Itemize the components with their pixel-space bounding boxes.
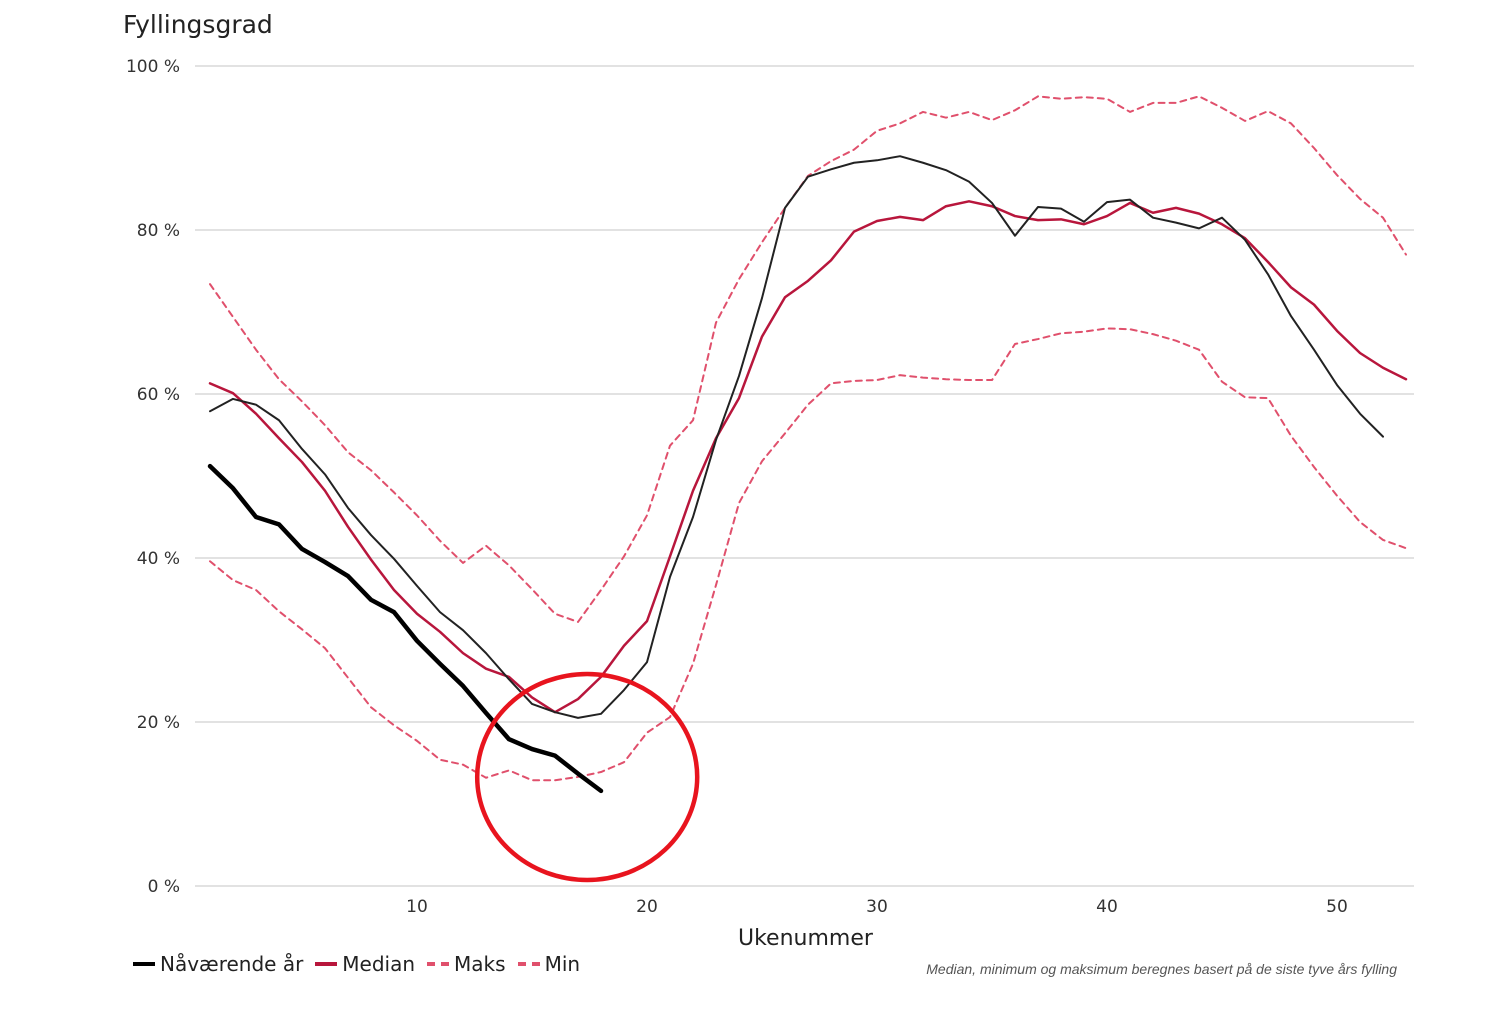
series-previous-line [209,155,1384,719]
legend-label: Maks [454,952,506,976]
y-tick-label: 80 % [137,221,180,241]
legend-swatch [427,962,450,966]
x-tick-label: 10 [406,897,428,917]
x-tick-label: 40 [1096,897,1118,917]
series-current-line [207,463,604,794]
legend-label: Min [544,952,581,976]
x-tick-label: 50 [1326,897,1348,917]
legend-swatch [315,962,338,966]
footnote: Median, minimum og maksimum beregnes bas… [926,961,1397,977]
legend-label: Nåværende år [160,952,304,976]
x-tick-label: 30 [866,897,888,917]
annotation-circle [474,671,700,883]
series-min-line [209,327,1407,782]
legend-item-current[interactable]: Nåværende år [133,952,303,976]
legend-label: Median [342,952,416,976]
x-tick-label: 20 [636,897,658,917]
legend-swatch [133,962,155,966]
chart-title: Fyllingsgrad [123,10,273,39]
series-median-line [208,200,1408,714]
y-tick-label: 40 % [137,549,180,569]
legend-item-median[interactable]: Median [315,952,415,976]
legend: Nåværende år Median Maks Min [133,952,580,976]
y-tick-label: 100 % [126,57,180,77]
y-tick-label: 0 % [148,877,180,897]
y-tick-label: 60 % [137,385,180,405]
y-tick-label: 20 % [137,713,180,733]
x-axis-label: Ukenummer [738,926,873,951]
series-maks-line [209,95,1407,623]
legend-swatch [517,962,540,966]
legend-item-min[interactable]: Min [517,952,581,976]
legend-item-maks[interactable]: Maks [427,952,506,976]
